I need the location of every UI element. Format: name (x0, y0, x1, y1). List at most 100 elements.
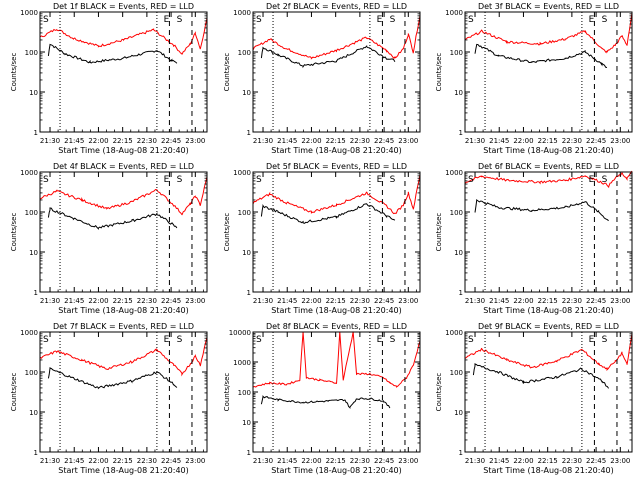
plot-frame (39, 331, 208, 453)
x-tick-label: 21:30 (253, 297, 273, 305)
x-tick-label: 22:30 (350, 457, 370, 465)
x-tick-label: 23:00 (398, 457, 418, 465)
y-tick-label: 100 (238, 49, 251, 57)
x-axis-label: Start Time (18-Aug-08 21:20:40) (58, 146, 189, 155)
plot-frame (252, 171, 421, 293)
y-tick-label: 10 (454, 409, 463, 417)
x-tick-label: 21:45 (489, 297, 509, 305)
event-marker-e: E (589, 335, 595, 345)
y-tick-label: 100 (238, 209, 251, 217)
x-tick-label: 22:30 (137, 297, 157, 305)
event-marker-e: E (164, 175, 170, 185)
y-tick-label: 1 (459, 129, 463, 137)
panel-title: Det 6f BLACK = Events, RED = LLD (478, 162, 619, 171)
panel-title: Det 8f BLACK = Events, RED = LLD (266, 322, 407, 331)
y-axis-label: Counts/sec (10, 53, 18, 92)
x-tick-label: 22:00 (301, 297, 321, 305)
panel-title: Det 3f BLACK = Events, RED = LLD (478, 2, 619, 11)
x-tick-label: 22:00 (513, 297, 533, 305)
y-tick-label: 10000 (229, 329, 251, 337)
y-axis-label: Counts/sec (223, 53, 231, 92)
x-tick-label: 21:30 (40, 457, 60, 465)
x-tick-label: 21:30 (253, 457, 273, 465)
event-marker-e: E (377, 15, 383, 25)
plot-frame (252, 331, 421, 453)
y-tick-label: 1000 (233, 359, 251, 367)
y-tick-label: 1000 (233, 169, 251, 177)
event-marker-e: E (377, 175, 383, 185)
x-axis-label: Start Time (18-Aug-08 21:20:40) (271, 306, 402, 315)
event-marker-s: S (390, 335, 396, 345)
y-axis-label: Counts/sec (435, 53, 443, 92)
s-corner-marker: S (468, 15, 474, 25)
plot-frame (464, 11, 633, 133)
y-tick-label: 1 (459, 449, 463, 457)
events-line (260, 44, 396, 69)
x-tick-label: 23:00 (398, 137, 418, 145)
x-axis-label: Start Time (18-Aug-08 21:20:40) (271, 146, 402, 155)
y-tick-label: 1 (34, 289, 38, 297)
y-tick-label: 1 (34, 129, 38, 137)
y-tick-label: 10 (29, 409, 38, 417)
event-marker-s: S (177, 335, 183, 345)
x-tick-label: 22:45 (586, 297, 606, 305)
x-tick-label: 22:45 (374, 137, 394, 145)
plot-frame (464, 171, 633, 293)
x-tick-label: 22:30 (562, 297, 582, 305)
x-tick-label: 22:30 (562, 137, 582, 145)
x-tick-label: 22:45 (586, 137, 606, 145)
x-tick-label: 23:00 (185, 137, 205, 145)
event-marker-s: S (602, 335, 608, 345)
s-corner-marker: S (43, 175, 49, 185)
x-tick-label: 21:30 (40, 297, 60, 305)
y-tick-label: 10 (29, 249, 38, 257)
y-axis-label: Counts/sec (435, 213, 443, 252)
y-tick-label: 1000 (445, 329, 463, 337)
x-tick-label: 22:15 (538, 457, 558, 465)
lld-line (252, 331, 421, 388)
x-tick-label: 21:30 (465, 457, 485, 465)
y-tick-label: 1 (247, 129, 251, 137)
x-tick-label: 21:30 (40, 137, 60, 145)
x-tick-label: 22:00 (88, 137, 108, 145)
x-tick-label: 21:45 (489, 457, 509, 465)
panel-title: Det 7f BLACK = Events, RED = LLD (53, 322, 194, 331)
x-tick-label: 21:45 (64, 297, 84, 305)
x-tick-label: 21:45 (277, 457, 297, 465)
y-tick-label: 100 (238, 389, 251, 397)
x-tick-label: 22:15 (326, 457, 346, 465)
panel-title: Det 2f BLACK = Events, RED = LLD (266, 2, 407, 11)
y-tick-label: 1000 (445, 9, 463, 17)
y-tick-label: 100 (450, 369, 463, 377)
events-line (474, 43, 608, 68)
y-tick-label: 10 (242, 419, 251, 427)
lld-line (39, 337, 208, 377)
x-tick-label: 22:15 (113, 457, 133, 465)
x-tick-label: 22:45 (374, 297, 394, 305)
y-tick-label: 100 (450, 209, 463, 217)
events-line (47, 367, 178, 390)
event-marker-s: S (390, 15, 396, 25)
events-line (472, 363, 610, 389)
x-tick-label: 21:45 (489, 137, 509, 145)
y-axis-label: Counts/sec (10, 373, 18, 412)
x-tick-label: 22:15 (113, 137, 133, 145)
s-corner-marker: S (468, 175, 474, 185)
y-tick-label: 1000 (20, 329, 38, 337)
event-marker-e: E (164, 15, 170, 25)
event-marker-s: S (390, 175, 396, 185)
x-tick-label: 21:30 (465, 137, 485, 145)
y-tick-label: 1 (247, 449, 251, 457)
x-axis-label: Start Time (18-Aug-08 21:20:40) (271, 466, 402, 475)
panel-title: Det 9f BLACK = Events, RED = LLD (478, 322, 619, 331)
event-marker-e: E (589, 15, 595, 25)
lld-line (252, 15, 421, 60)
x-axis-label: Start Time (18-Aug-08 21:20:40) (483, 466, 614, 475)
y-tick-label: 100 (450, 49, 463, 57)
x-tick-label: 22:00 (301, 137, 321, 145)
